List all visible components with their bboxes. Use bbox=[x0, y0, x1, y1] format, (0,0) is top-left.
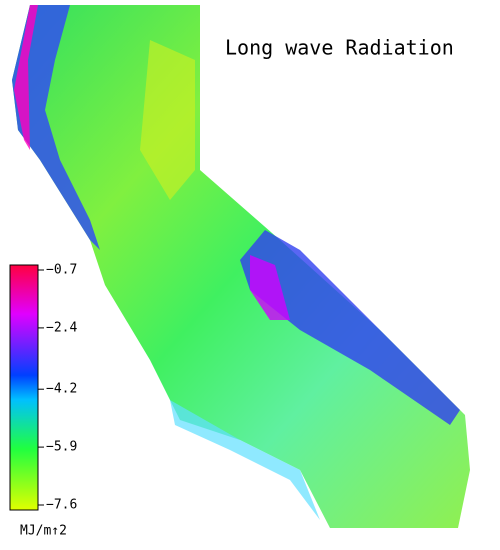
sierra-band bbox=[240, 230, 460, 425]
colorbar-tick-label: −2.4 bbox=[46, 320, 77, 335]
colorbar-tick-label: −4.2 bbox=[46, 382, 77, 397]
map-title: Long wave Radiation bbox=[225, 36, 454, 60]
colorbar-tick-label: −5.9 bbox=[46, 440, 77, 455]
sierra-peaks bbox=[250, 255, 290, 320]
land-area bbox=[12, 5, 470, 528]
california bbox=[12, 5, 470, 528]
coast-highlight bbox=[14, 5, 38, 150]
colorbar-tick-label: −7.6 bbox=[46, 498, 77, 513]
south-coast-band bbox=[170, 400, 320, 520]
colorbar bbox=[9, 264, 39, 511]
colorbar-unit: MJ/m↑2 bbox=[20, 524, 67, 539]
north-coast-band bbox=[12, 5, 100, 250]
colorbar-tick-label: −0.7 bbox=[46, 263, 77, 278]
yellow-valley bbox=[140, 40, 195, 200]
